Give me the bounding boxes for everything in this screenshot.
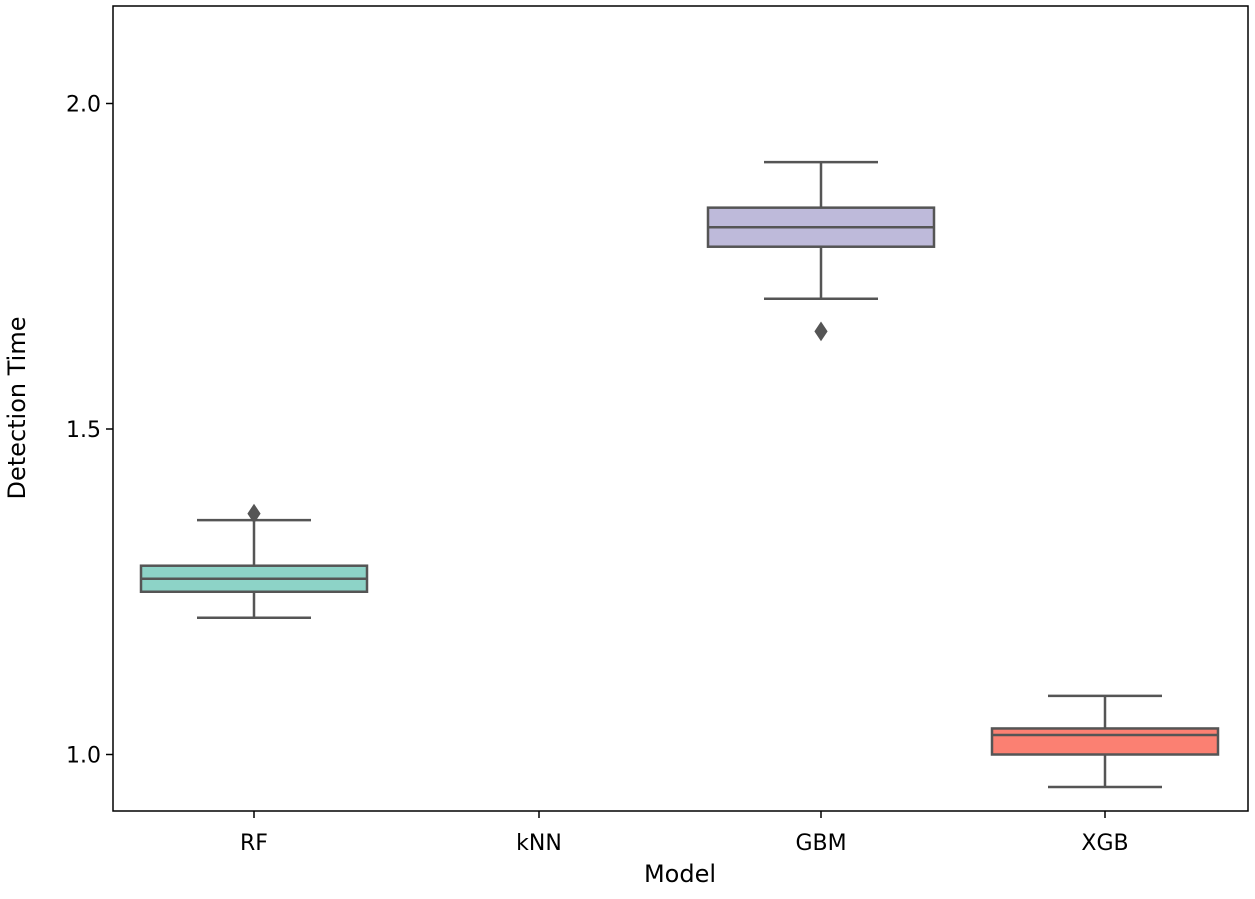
x-axis-label: Model — [644, 860, 716, 888]
x-tick-label: XGB — [1081, 831, 1128, 856]
x-tick-label: GBM — [795, 831, 846, 856]
outlier-point — [814, 321, 828, 342]
y-tick-label: 1.0 — [66, 744, 101, 769]
y-tick-label: 1.5 — [66, 418, 101, 443]
x-tick-label: RF — [240, 831, 268, 856]
y-axis-label: Detection Time — [3, 317, 31, 500]
outlier-point — [247, 503, 261, 524]
plot-frame — [112, 5, 1249, 812]
y-tick-label: 2.0 — [66, 93, 101, 118]
box-xgb — [990, 727, 1220, 756]
x-tick-label: kNN — [516, 831, 562, 856]
